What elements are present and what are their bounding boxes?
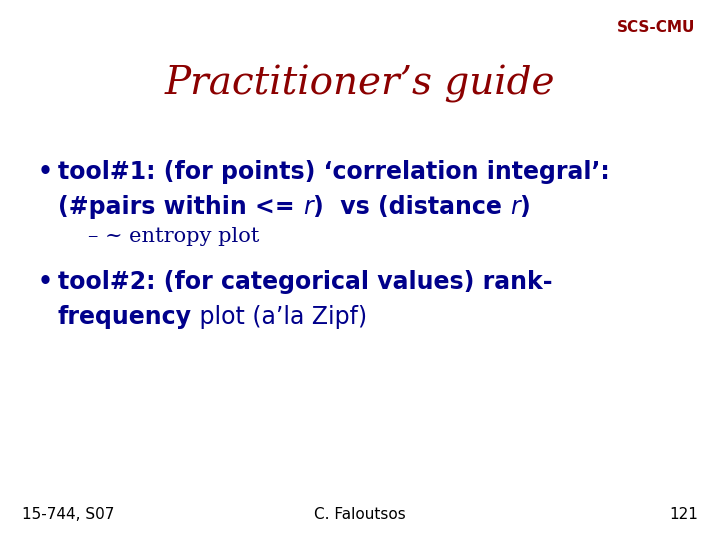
- Text: C. Faloutsos: C. Faloutsos: [314, 507, 406, 522]
- Text: Practitioner’s guide: Practitioner’s guide: [165, 65, 555, 103]
- Text: – ~ entropy plot: – ~ entropy plot: [88, 227, 259, 246]
- Text: frequency: frequency: [58, 305, 192, 329]
- Text: tool#2: (for categorical values) rank-: tool#2: (for categorical values) rank-: [58, 270, 552, 294]
- Text: •: •: [38, 270, 53, 294]
- Text: SCS-CMU: SCS-CMU: [616, 20, 695, 35]
- Text: r: r: [303, 195, 312, 219]
- Text: tool#1: (for points) ‘correlation integral’:: tool#1: (for points) ‘correlation integr…: [58, 160, 610, 184]
- Text: (#pairs within <=: (#pairs within <=: [58, 195, 303, 219]
- Text: 15-744, S07: 15-744, S07: [22, 507, 114, 522]
- Text: ): ): [520, 195, 530, 219]
- Text: plot (a’la Zipf): plot (a’la Zipf): [192, 305, 367, 329]
- Text: r: r: [510, 195, 520, 219]
- Text: •: •: [38, 160, 53, 184]
- Text: )  vs (distance: ) vs (distance: [312, 195, 510, 219]
- Text: 121: 121: [669, 507, 698, 522]
